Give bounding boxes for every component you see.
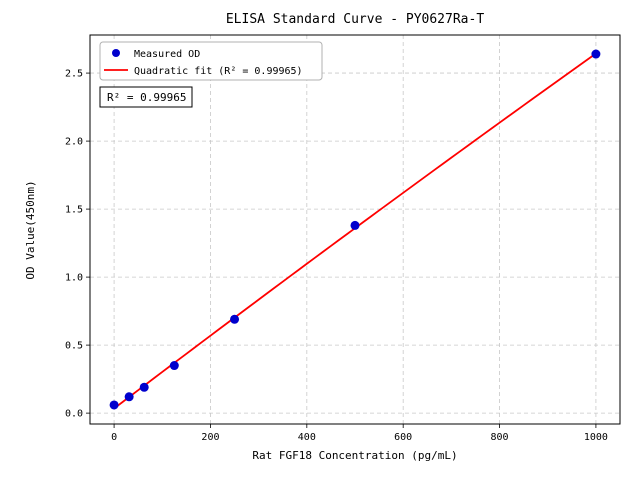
legend-label-measured-od: Measured OD [134, 49, 200, 60]
y-axis-label: OD Value(450nm) [24, 180, 37, 279]
data-point [591, 49, 601, 59]
x-axis-label: Rat FGF18 Concentration (pg/mL) [252, 449, 457, 462]
legend-label-quadratic-fit: Quadratic fit (R² = 0.99965) [134, 66, 303, 77]
legend: Measured OD Quadratic fit (R² = 0.99965) [99, 41, 323, 81]
annotation-box [99, 86, 193, 108]
y-tick-label: 0.0 [65, 409, 83, 420]
legend-dot-marker-icon [112, 49, 120, 57]
y-tick-label: 0.5 [65, 341, 83, 352]
x-tick-label: 800 [491, 432, 509, 443]
x-tick-label: 1000 [584, 432, 608, 443]
y-tick-label: 1.5 [65, 205, 83, 216]
legend-box [99, 41, 323, 81]
y-tick-label: 2.5 [65, 69, 83, 80]
y-tick-label: 2.0 [65, 137, 83, 148]
axes-frame [89, 34, 621, 425]
data-point [230, 314, 240, 324]
x-tick-label: 200 [201, 432, 219, 443]
data-point [124, 392, 134, 402]
r-squared-annotation: R² = 0.99965 [99, 86, 193, 108]
y-tick-label: 1.0 [65, 273, 83, 284]
annotation-text: R² = 0.99965 [107, 91, 186, 104]
x-tick-label: 600 [394, 432, 412, 443]
data-point [169, 361, 179, 371]
data-point [109, 400, 119, 410]
plot-area: 0 200 400 600 800 1000 0.0 0.5 1.0 1.5 2.0 2.5 [65, 34, 621, 443]
x-tick-label: 400 [298, 432, 316, 443]
chart-title: ELISA Standard Curve - PY0627Ra-T [226, 12, 484, 27]
data-point [139, 382, 149, 392]
x-tick-label: 0 [111, 432, 117, 443]
data-point [350, 220, 360, 230]
